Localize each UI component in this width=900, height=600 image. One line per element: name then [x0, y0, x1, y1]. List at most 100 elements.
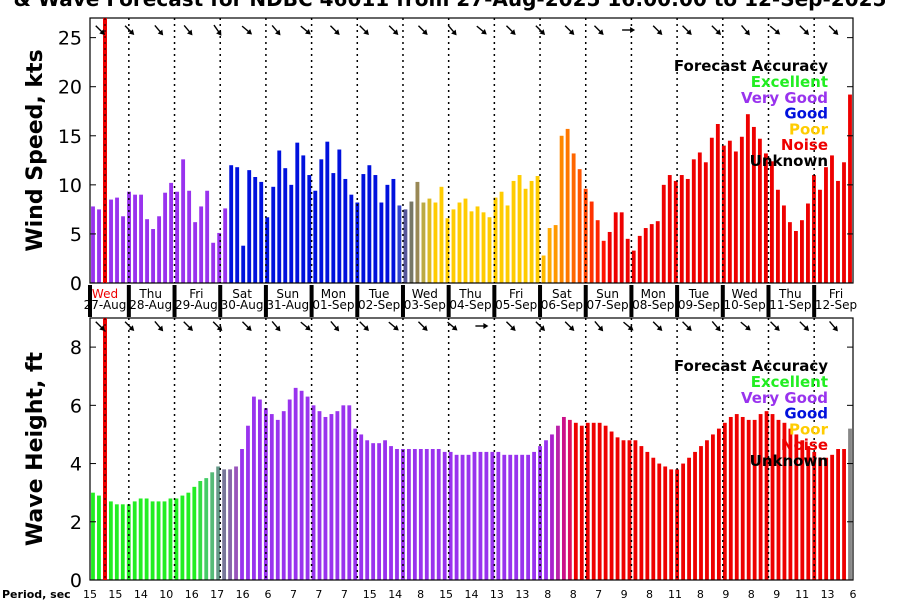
- bar: [663, 466, 668, 580]
- direction-arrow: [300, 321, 311, 331]
- bar: [705, 440, 709, 580]
- bar: [655, 221, 660, 283]
- bar: [433, 202, 438, 283]
- period-value: 8: [748, 588, 755, 600]
- arrow-head: [509, 325, 516, 331]
- bar: [769, 161, 774, 283]
- period-value: 9: [773, 588, 780, 600]
- bar: [389, 446, 393, 580]
- bar: [265, 217, 270, 283]
- bar: [192, 486, 197, 580]
- bar: [782, 422, 787, 580]
- direction-arrow: [241, 25, 253, 35]
- bar: [728, 416, 733, 580]
- day-of-week-label: Fri: [509, 287, 523, 301]
- period-value: 9: [621, 588, 628, 600]
- arrow-head: [216, 29, 222, 36]
- bar: [198, 481, 203, 580]
- direction-arrow: [740, 321, 751, 331]
- bar: [733, 151, 738, 283]
- bar: [675, 469, 680, 580]
- arrow-head: [568, 29, 575, 35]
- bar: [619, 212, 624, 283]
- arrow-head: [392, 29, 399, 35]
- bar: [553, 225, 558, 283]
- bar: [349, 194, 354, 283]
- bar: [253, 177, 258, 283]
- bar: [263, 408, 268, 580]
- bar: [776, 419, 781, 580]
- bar: [800, 440, 805, 580]
- arrow-head: [509, 29, 516, 35]
- bar: [293, 387, 298, 580]
- bar: [830, 155, 834, 283]
- bar: [559, 135, 564, 283]
- bar: [451, 209, 456, 283]
- direction-arrow: [535, 25, 546, 35]
- day-tick: [583, 285, 588, 317]
- bar: [289, 184, 294, 283]
- arrow-head: [656, 29, 663, 35]
- bar: [716, 428, 721, 580]
- bar: [541, 255, 546, 283]
- bar: [691, 159, 696, 283]
- day-of-week-label: Fri: [189, 287, 203, 301]
- date-label: 31-Aug: [266, 298, 309, 312]
- bar: [133, 194, 137, 283]
- bar: [595, 220, 600, 283]
- bar: [299, 390, 304, 580]
- bar: [529, 180, 534, 283]
- bar: [613, 212, 618, 283]
- bar: [418, 449, 423, 580]
- bar: [427, 198, 432, 283]
- bar: [275, 419, 280, 580]
- period-value: 7: [341, 588, 348, 600]
- arrow-head: [774, 28, 781, 35]
- period-value: 8: [646, 588, 653, 600]
- bar: [259, 181, 264, 283]
- bar: [523, 188, 528, 283]
- bar: [764, 411, 769, 580]
- date-label: 05-Sep: [495, 298, 537, 312]
- bar: [603, 425, 608, 580]
- bar: [601, 240, 606, 283]
- current-time-marker: [103, 318, 107, 580]
- bar: [550, 434, 554, 580]
- bar: [323, 416, 328, 580]
- direction-arrow: [213, 24, 222, 36]
- bar: [836, 180, 840, 283]
- bar: [627, 440, 632, 580]
- arrow-head: [186, 29, 193, 36]
- date-label: 11-Sep: [769, 298, 811, 312]
- legend-entry: Very Good: [741, 89, 828, 107]
- arrow-head: [832, 29, 839, 35]
- bar: [121, 216, 125, 283]
- arrow-head: [363, 29, 369, 35]
- bar: [97, 495, 101, 580]
- day-tick: [309, 285, 314, 317]
- direction-arrow: [359, 25, 369, 35]
- bar: [180, 495, 185, 580]
- panel-wave-height: 0 2 4 6 8 Wave Height, ft Forecast AccuracyExc…: [23, 317, 854, 592]
- bar: [806, 446, 811, 580]
- day-of-week-label: Mon: [321, 287, 346, 301]
- arrow-head: [128, 29, 135, 35]
- direction-arrow: [388, 321, 399, 331]
- period-value: 16: [185, 588, 199, 600]
- bar: [740, 416, 745, 580]
- panel-wind-speed: 0 5 10 15 20 25 Wind Speed, kts Forecast Accura…: [23, 17, 854, 295]
- bar: [204, 478, 209, 580]
- arrow-head: [333, 325, 340, 332]
- date-label: 10-Sep: [724, 298, 766, 312]
- bar: [842, 162, 846, 283]
- bar: [317, 411, 322, 580]
- bar: [746, 419, 751, 580]
- bar: [353, 428, 358, 580]
- day-of-week-label: Wed: [412, 287, 438, 301]
- arrow-head: [305, 28, 311, 35]
- period-value: 8: [544, 588, 551, 600]
- direction-arrow: [271, 24, 281, 36]
- bar: [343, 178, 348, 283]
- direction-arrow: [593, 25, 604, 35]
